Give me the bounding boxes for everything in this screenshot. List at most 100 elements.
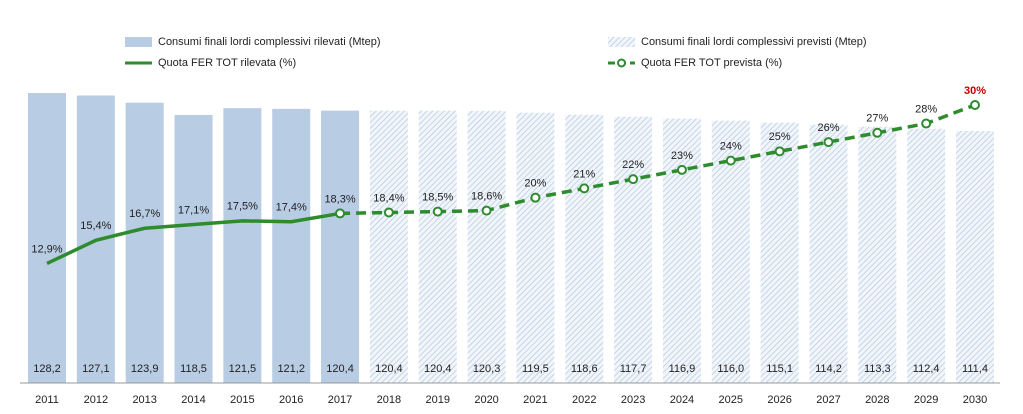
bar-value-label: 116,0 <box>717 363 744 375</box>
point <box>970 100 980 110</box>
line-value-label: 28% <box>915 103 937 115</box>
bar <box>662 118 701 384</box>
line-value-label: 26% <box>817 122 839 134</box>
x-tick-label: 2029 <box>914 394 938 406</box>
bar <box>467 110 506 383</box>
bar <box>223 108 262 383</box>
x-tick-label: 2023 <box>621 394 645 406</box>
legend-label: Consumi finali lordi complessivi rilevat… <box>158 36 381 48</box>
bar <box>956 131 994 383</box>
x-tick-label: 2022 <box>572 394 596 406</box>
point <box>383 207 394 218</box>
bar <box>28 93 66 383</box>
legend-marker <box>617 58 626 68</box>
bar <box>858 126 897 384</box>
bar-value-label: 118,5 <box>180 363 207 375</box>
line <box>340 103 976 216</box>
x-tick-label: 2015 <box>230 394 254 406</box>
bar <box>174 114 213 384</box>
point <box>530 192 541 203</box>
bar <box>809 124 848 384</box>
x-tick-label: 2012 <box>84 394 108 406</box>
line-value-label: 12,9% <box>31 243 62 255</box>
point <box>628 174 639 185</box>
bar-value-label: 114,2 <box>815 363 842 375</box>
x-tick-label: 2016 <box>279 394 303 406</box>
bar-value-label: 120,4 <box>424 363 452 375</box>
line-value-label: 30% <box>964 85 986 97</box>
bar <box>321 110 360 384</box>
line-value-label: 24% <box>720 141 742 153</box>
bar-value-label: 111,4 <box>962 363 988 375</box>
bar <box>614 116 653 383</box>
point <box>725 155 736 166</box>
bar-value-label: 113,3 <box>864 363 891 375</box>
x-tick-label: 2026 <box>767 394 791 406</box>
point <box>481 205 492 216</box>
legend-label: Consumi finali lordi complessivi previst… <box>641 36 867 48</box>
point <box>872 127 883 138</box>
x-tick-label: 2020 <box>474 394 498 406</box>
line-value-label: 18,3% <box>324 193 355 205</box>
line <box>46 211 341 266</box>
bar-value-label: 120,4 <box>375 363 403 375</box>
x-tick-label: 2030 <box>963 394 987 406</box>
point <box>432 206 443 217</box>
bar-value-label: 123,9 <box>131 363 159 375</box>
point <box>335 208 346 219</box>
bar-value-label: 117,7 <box>620 363 647 375</box>
line-value-label: 18,4% <box>373 192 404 204</box>
legend-swatch <box>608 37 635 47</box>
line-value-label: 27% <box>866 113 888 125</box>
bar-value-label: 115,1 <box>766 363 793 375</box>
x-tick-label: 2018 <box>377 394 401 406</box>
bar-value-label: 128,2 <box>33 363 61 375</box>
bar-value-label: 120,4 <box>326 363 354 375</box>
x-tick-label: 2014 <box>181 394 205 406</box>
legend-swatch <box>125 37 152 47</box>
line-value-label: 16,7% <box>129 208 160 220</box>
line-value-label: 22% <box>622 159 644 171</box>
x-tick-label: 2025 <box>719 394 743 406</box>
line-value-label: 21% <box>573 168 595 180</box>
bar-value-label: 120,3 <box>473 363 501 375</box>
x-tick-label: 2011 <box>35 394 59 406</box>
bar <box>125 102 164 383</box>
x-tick-label: 2019 <box>425 394 449 406</box>
bar <box>760 122 799 383</box>
x-tick-label: 2021 <box>523 394 547 406</box>
x-tick-label: 2024 <box>670 394 694 406</box>
bar-value-label: 121,2 <box>277 363 305 375</box>
line-value-label: 17,4% <box>276 202 307 214</box>
line-value-label: 17,1% <box>178 204 209 216</box>
legend-label: Quota FER TOT prevista (%) <box>641 57 782 69</box>
bar <box>272 108 311 384</box>
x-tick-label: 2028 <box>865 394 889 406</box>
x-tick-label: 2013 <box>132 394 156 406</box>
bar-value-label: 119,5 <box>522 363 549 375</box>
line-value-label: 20% <box>524 178 546 190</box>
bar-value-label: 116,9 <box>669 363 696 375</box>
line-value-label: 25% <box>769 131 791 143</box>
bar-value-label: 118,6 <box>571 363 598 375</box>
bar-value-label: 121,5 <box>229 363 257 375</box>
bar <box>907 128 946 383</box>
line-value-label: 17,5% <box>227 201 258 213</box>
line-value-label: 23% <box>671 150 693 162</box>
bar <box>418 110 457 384</box>
point <box>823 137 834 148</box>
point <box>921 118 932 129</box>
x-tick-label: 2017 <box>328 394 352 406</box>
bar <box>369 110 408 384</box>
bar-value-label: 112,4 <box>913 363 940 375</box>
point <box>774 146 785 157</box>
bar <box>565 114 604 384</box>
legend-label: Quota FER TOT rilevata (%) <box>158 57 296 69</box>
line-value-label: 18,6% <box>471 191 502 203</box>
legend: Consumi finali lordi complessivi rilevat… <box>125 36 867 69</box>
bar <box>516 112 555 384</box>
bar-value-label: 127,1 <box>82 363 110 375</box>
point <box>676 164 687 175</box>
line-value-label: 15,4% <box>80 220 111 232</box>
